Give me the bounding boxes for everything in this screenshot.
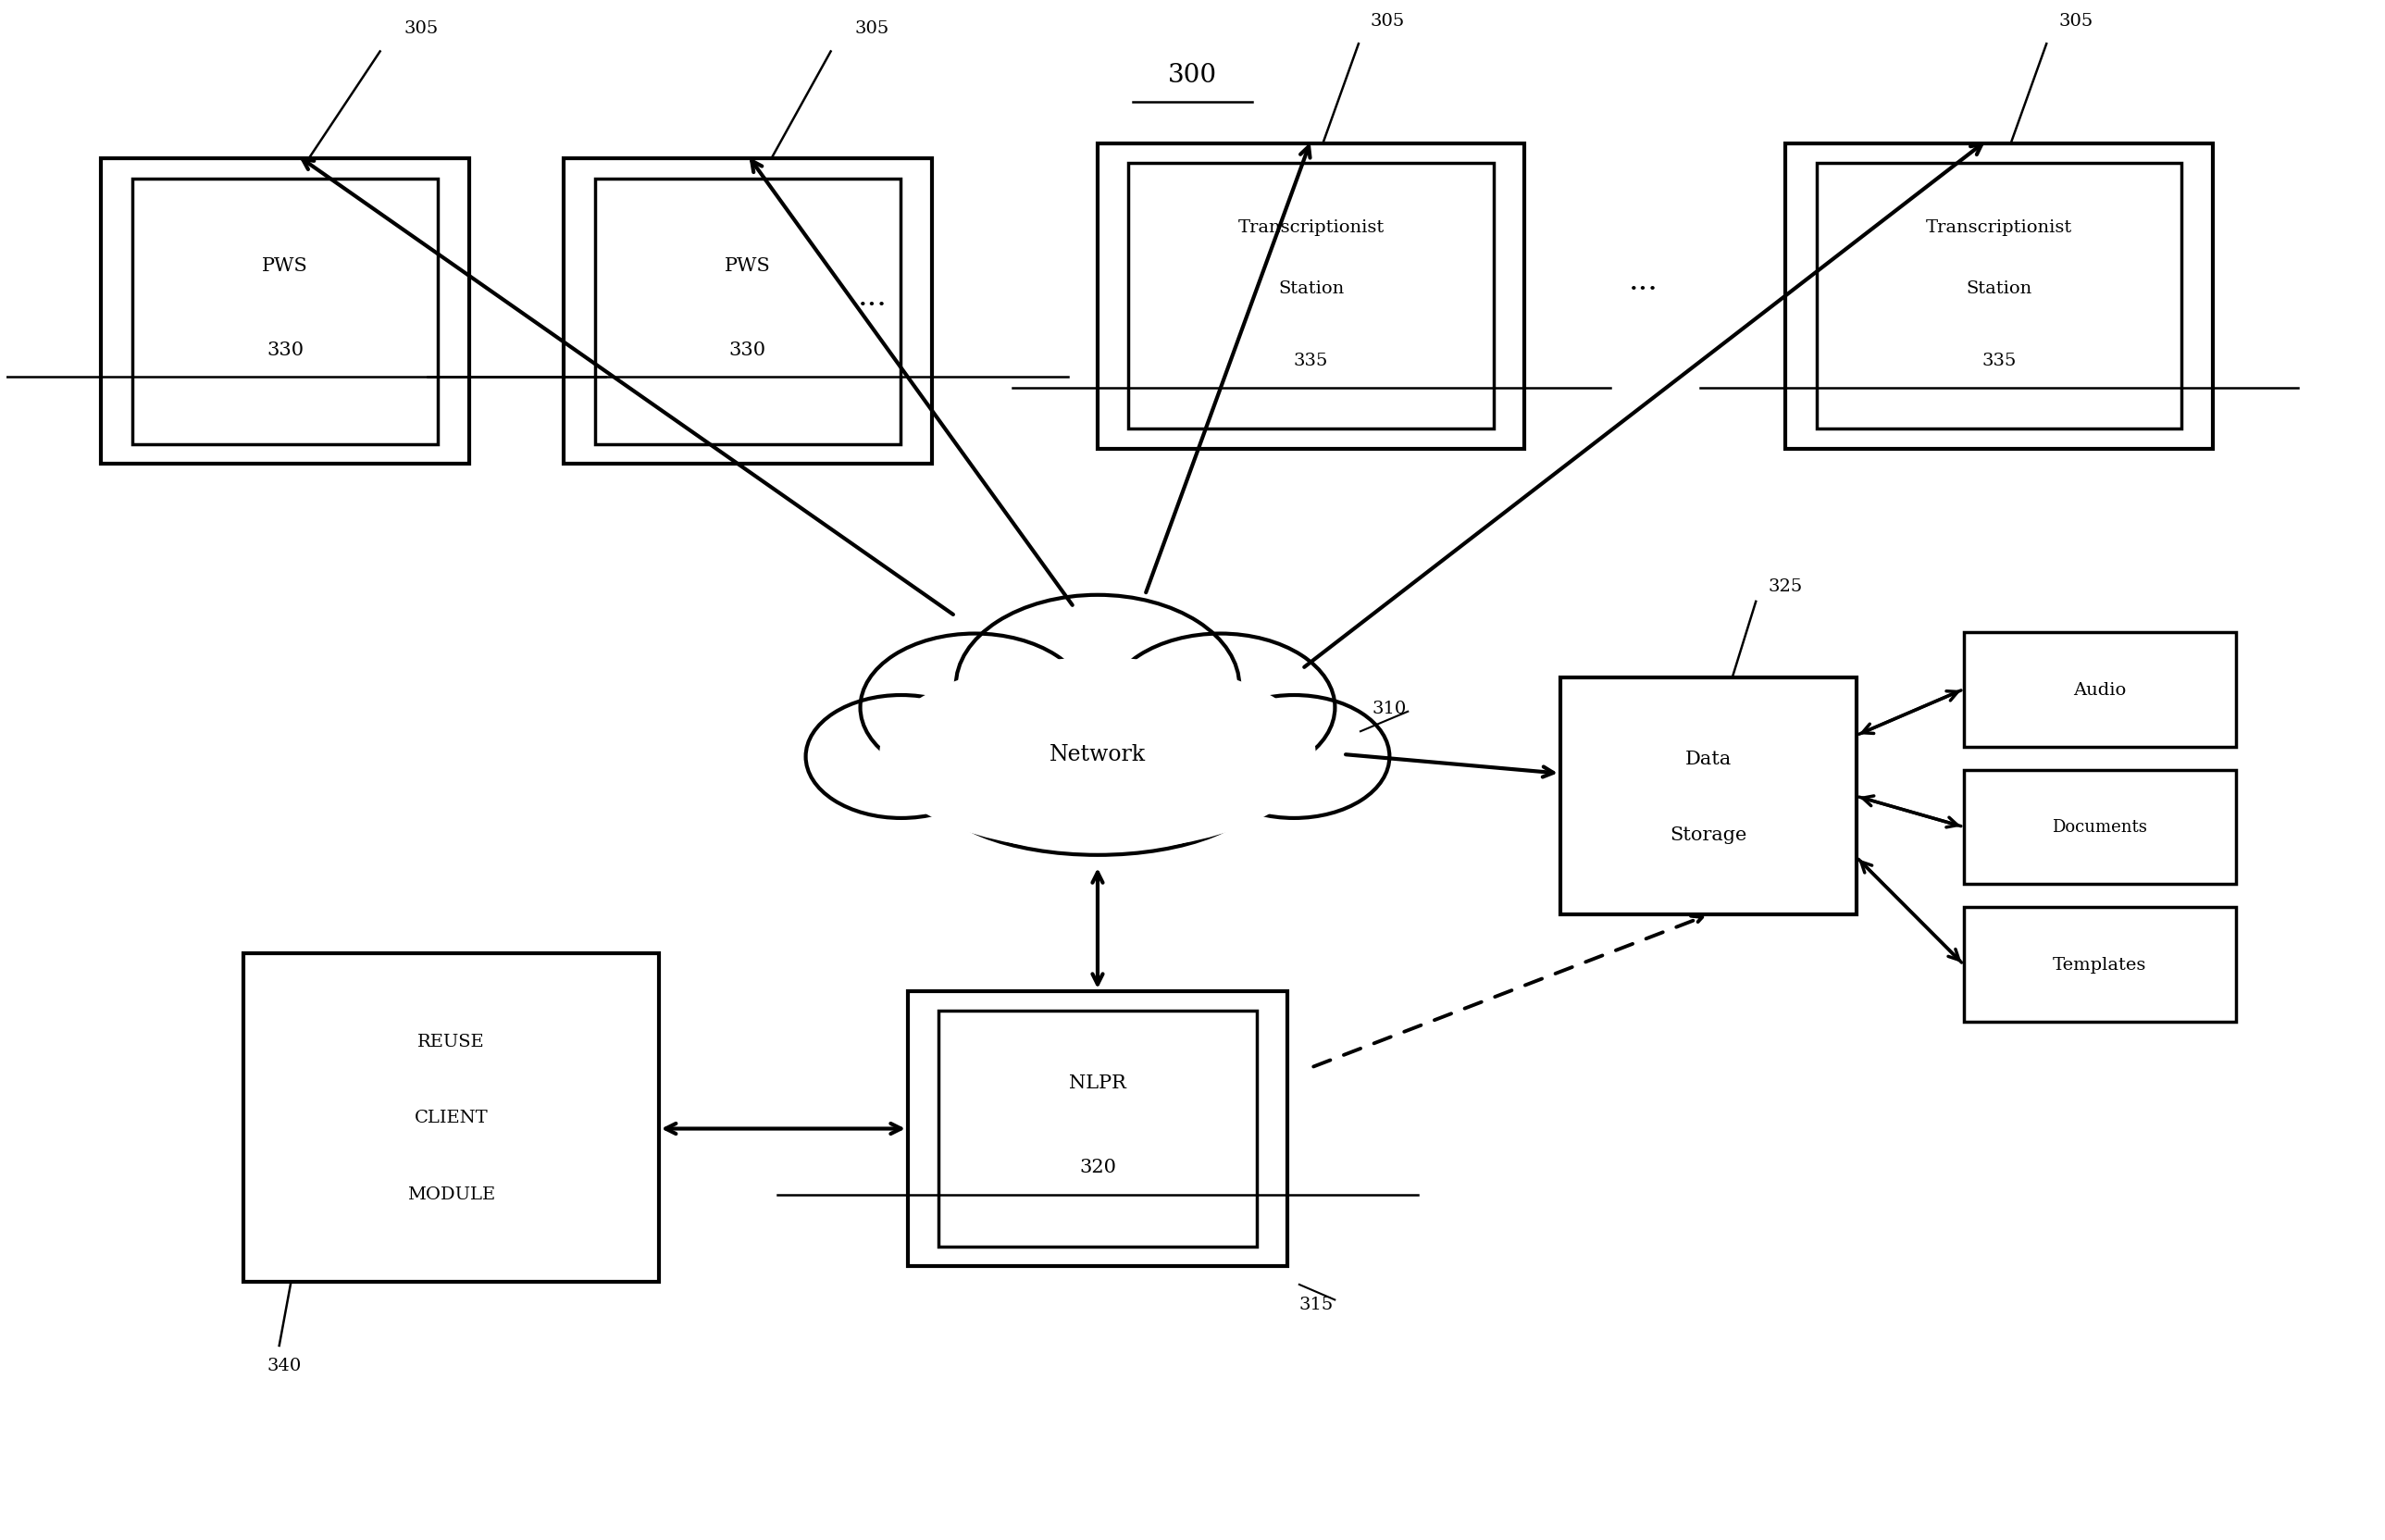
- Text: 305: 305: [403, 20, 439, 37]
- Bar: [1786, 143, 2213, 450]
- Text: 320: 320: [1078, 1158, 1116, 1177]
- Text: Network: Network: [1049, 744, 1145, 765]
- Ellipse shape: [880, 658, 1317, 852]
- Bar: [1963, 907, 2237, 1023]
- Bar: [1963, 633, 2237, 747]
- Text: Transcriptionist: Transcriptionist: [1925, 220, 2073, 236]
- Bar: [1097, 143, 1524, 450]
- Text: 335: 335: [1982, 353, 2015, 370]
- Ellipse shape: [956, 596, 1240, 778]
- Text: MODULE: MODULE: [408, 1186, 496, 1203]
- Ellipse shape: [1107, 634, 1336, 782]
- Ellipse shape: [806, 696, 997, 818]
- Text: 335: 335: [1293, 353, 1328, 370]
- Text: CLIENT: CLIENT: [415, 1109, 489, 1126]
- Text: Data: Data: [1686, 750, 1732, 767]
- Bar: [594, 179, 902, 445]
- Text: PWS: PWS: [262, 257, 308, 274]
- Bar: [909, 992, 1288, 1266]
- Text: Transcriptionist: Transcriptionist: [1238, 220, 1383, 236]
- Bar: [100, 159, 470, 465]
- Bar: [1963, 770, 2237, 884]
- Text: 310: 310: [1371, 701, 1407, 718]
- Ellipse shape: [935, 722, 1262, 855]
- Bar: [1128, 163, 1493, 430]
- Bar: [243, 953, 658, 1281]
- Bar: [563, 159, 933, 465]
- Bar: [131, 179, 439, 445]
- Ellipse shape: [861, 634, 1090, 782]
- Ellipse shape: [1200, 696, 1390, 818]
- Text: Audio: Audio: [2073, 682, 2127, 698]
- Text: PWS: PWS: [725, 257, 770, 274]
- Text: Documents: Documents: [2051, 819, 2146, 836]
- Text: 305: 305: [2058, 12, 2092, 29]
- Text: 305: 305: [854, 20, 890, 37]
- Text: 300: 300: [1169, 63, 1216, 88]
- Text: 325: 325: [1767, 578, 1803, 594]
- Text: 340: 340: [267, 1357, 303, 1374]
- Bar: [1817, 163, 2182, 430]
- Bar: [1560, 679, 1856, 915]
- Text: NLPR: NLPR: [1068, 1075, 1126, 1092]
- Text: 315: 315: [1300, 1297, 1333, 1312]
- Text: 305: 305: [1371, 12, 1405, 29]
- Text: Station: Station: [1965, 280, 2032, 297]
- Text: Storage: Storage: [1669, 825, 1748, 844]
- Text: ...: ...: [1629, 266, 1658, 296]
- Text: ...: ...: [859, 282, 887, 311]
- Text: Templates: Templates: [2053, 956, 2146, 973]
- Text: Station: Station: [1278, 280, 1345, 297]
- Bar: [940, 1012, 1257, 1246]
- Text: 330: 330: [730, 342, 766, 359]
- Text: REUSE: REUSE: [417, 1033, 484, 1049]
- Text: 330: 330: [267, 342, 303, 359]
